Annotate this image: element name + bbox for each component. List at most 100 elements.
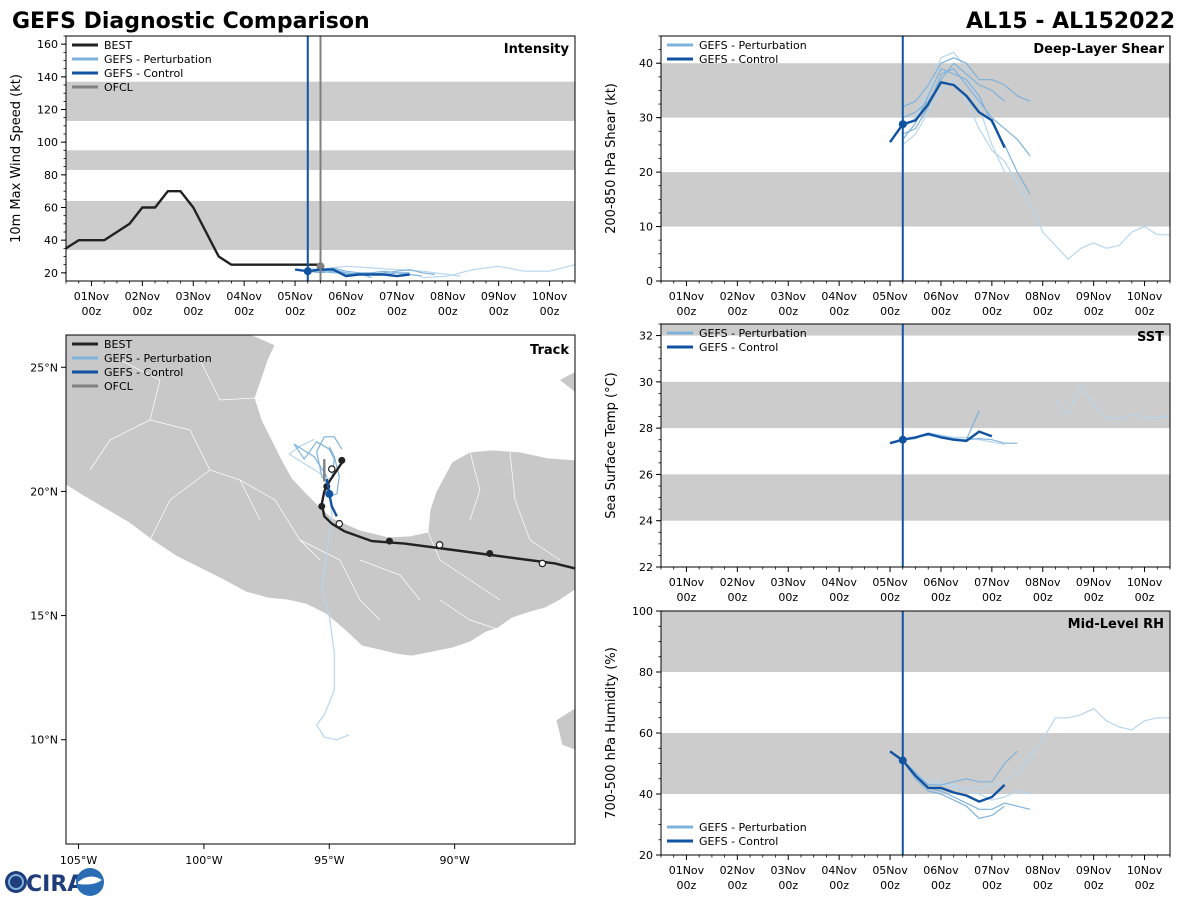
track-ytick-label-1: 15°N bbox=[30, 610, 58, 623]
shear-ytick-label-4: 40 bbox=[639, 57, 653, 70]
best-track-open-point-2 bbox=[335, 519, 344, 528]
shear-line-perturbation_light-6 bbox=[902, 78, 1170, 260]
track-series-perturbation-4 bbox=[316, 436, 343, 487]
cira-logo-text: CIRA bbox=[26, 872, 84, 897]
legend-label-perturbation: GEFS - Perturbation bbox=[699, 821, 807, 834]
shear-xtick-label-hour-1: 00z bbox=[727, 305, 747, 318]
track-ytick-label-2: 20°N bbox=[30, 485, 58, 498]
best-track-point-0 bbox=[486, 549, 494, 557]
rh-ytick-label-4: 100 bbox=[632, 605, 653, 618]
shear-xtick-label-2: 03Nov bbox=[771, 290, 807, 303]
legend-label-perturbation: GEFS - Perturbation bbox=[699, 327, 807, 340]
shear-xtick-label-hour-2: 00z bbox=[778, 305, 798, 318]
rh-ytick-label-3: 80 bbox=[639, 666, 653, 679]
sst-line-perturbation_light-4 bbox=[1055, 383, 1170, 420]
shear-xtick-label-hour-4: 00z bbox=[880, 305, 900, 318]
rh-ytick-label-1: 40 bbox=[639, 788, 653, 801]
chart-rh: 20 40 60 80 100 01Nov 00z 02Nov 00z 03Nov 00z 04Nov… bbox=[604, 605, 1171, 892]
track-xtick-label-2: 95°W bbox=[314, 854, 344, 867]
sst-ytick-label-3: 28 bbox=[639, 422, 653, 435]
shear-line-perturbation-4 bbox=[902, 62, 1005, 119]
rh-xtick-label-5: 06Nov bbox=[923, 864, 959, 877]
rh-xtick-label-6: 07Nov bbox=[974, 864, 1010, 877]
track-title: Track bbox=[530, 343, 569, 358]
shear-xtick-label-7: 08Nov bbox=[1025, 290, 1061, 303]
rh-series bbox=[889, 707, 1170, 820]
sst-xtick-label-hour-1: 00z bbox=[727, 591, 747, 604]
noaa-bird-icon bbox=[78, 876, 102, 885]
track-series-perturbation-3 bbox=[293, 441, 335, 480]
best-track-point-1 bbox=[385, 537, 393, 545]
track-frame bbox=[65, 334, 576, 845]
legend-label-control: GEFS - Control bbox=[699, 835, 778, 848]
rh-xtick-label-hour-0: 00z bbox=[677, 879, 697, 892]
rh-xtick-label-hour-4: 00z bbox=[880, 879, 900, 892]
sst-ytick-label-0: 22 bbox=[639, 561, 653, 574]
rh-xtick-label-4: 05Nov bbox=[872, 864, 908, 877]
sst-ylabel: Sea Surface Temp (°C) bbox=[604, 372, 619, 519]
intensity-xtick-label-hour-4: 00z bbox=[285, 305, 305, 318]
sst-xtick-label-hour-8: 00z bbox=[1084, 591, 1104, 604]
rh-line-control-0 bbox=[889, 750, 1006, 803]
rh-xtick-label-hour-2: 00z bbox=[778, 879, 798, 892]
sst-xtick-label-2: 03Nov bbox=[771, 576, 807, 589]
shear-band-1 bbox=[661, 63, 1170, 118]
storm-id-title: AL15 - AL152022 bbox=[966, 9, 1175, 34]
land-cuba-tip bbox=[560, 372, 575, 392]
shear-xtick-label-9: 10Nov bbox=[1127, 290, 1163, 303]
intensity-ytick-label-3: 80 bbox=[44, 169, 58, 182]
intensity-line-control-1 bbox=[294, 268, 410, 278]
rh-ytick-label-0: 20 bbox=[639, 849, 653, 862]
shear-xtick-label-6: 07Nov bbox=[974, 290, 1010, 303]
intensity-ytick-label-4: 100 bbox=[37, 136, 58, 149]
sst-frame bbox=[660, 323, 1171, 568]
sst-xtick-label-7: 08Nov bbox=[1025, 576, 1061, 589]
intensity-xtick-label-hour-8: 00z bbox=[489, 305, 509, 318]
track-ytick-label-3: 25°N bbox=[30, 361, 58, 374]
rh-xtick-label-hour-9: 00z bbox=[1135, 879, 1155, 892]
intensity-title: Intensity bbox=[504, 42, 570, 57]
rh-xtick-label-hour-3: 00z bbox=[829, 879, 849, 892]
track-xtick-label-1: 100°W bbox=[185, 854, 222, 867]
intensity-xtick-label-hour-2: 00z bbox=[183, 305, 203, 318]
shear-xtick-label-hour-0: 00z bbox=[677, 305, 697, 318]
intensity-xtick-label-1: 02Nov bbox=[125, 290, 161, 303]
sst-band-2 bbox=[661, 324, 1170, 336]
rh-band-1 bbox=[661, 611, 1170, 672]
shear-ytick-label-3: 30 bbox=[639, 112, 653, 125]
sst-xtick-label-hour-7: 00z bbox=[1033, 591, 1053, 604]
track-xtick-label-0: 105°W bbox=[60, 854, 97, 867]
shear-xtick-label-1: 02Nov bbox=[720, 290, 756, 303]
shear-xtick-label-0: 01Nov bbox=[669, 290, 705, 303]
shear-xtick-label-hour-9: 00z bbox=[1135, 305, 1155, 318]
rh-line-perturbation-3 bbox=[902, 760, 1005, 820]
shear-ytick-label-0: 0 bbox=[646, 275, 653, 288]
sst-band-1 bbox=[661, 381, 1170, 429]
intensity-xtick-label-hour-5: 00z bbox=[336, 305, 356, 318]
sst-xtick-label-hour-0: 00z bbox=[677, 591, 697, 604]
rh-xtick-label-7: 08Nov bbox=[1025, 864, 1061, 877]
track-series-best-0 bbox=[320, 458, 575, 570]
chart-track: 105°W 100°W 95°W 90°W 10°N 15°N 20°N 25°N Track B… bbox=[30, 338, 575, 867]
intensity-line-best-0 bbox=[66, 189, 321, 266]
legend-label-control: GEFS - Control bbox=[699, 341, 778, 354]
legend-label-ofcl: OFCL bbox=[104, 81, 134, 94]
intensity-xtick-label-6: 07Nov bbox=[379, 290, 415, 303]
chart-shear: 0 10 20 30 40 01Nov 00z 02Nov 00z 03Nov 00z 04Nov 00… bbox=[604, 35, 1171, 318]
intensity-ytick-label-0: 20 bbox=[44, 267, 58, 280]
rh-xtick-label-hour-7: 00z bbox=[1033, 879, 1053, 892]
sst-ytick-label-1: 24 bbox=[639, 515, 653, 528]
sst-xtick-label-9: 10Nov bbox=[1127, 576, 1163, 589]
intensity-xtick-label-hour-9: 00z bbox=[540, 305, 560, 318]
track-map bbox=[66, 335, 575, 844]
intensity-xtick-label-hour-6: 00z bbox=[387, 305, 407, 318]
land-mexico bbox=[66, 335, 575, 657]
legend-label-control: GEFS - Control bbox=[104, 366, 183, 379]
best-track-open-point-0 bbox=[538, 559, 547, 568]
rh-xtick-label-hour-1: 00z bbox=[727, 879, 747, 892]
shear-xtick-label-8: 09Nov bbox=[1076, 290, 1112, 303]
shear-ylabel: 200-850 hPa Shear (kt) bbox=[604, 83, 619, 234]
shear-ytick-label-2: 20 bbox=[639, 166, 653, 179]
track-series-control-1 bbox=[325, 478, 338, 517]
shear-line-perturbation-2 bbox=[902, 68, 1031, 157]
